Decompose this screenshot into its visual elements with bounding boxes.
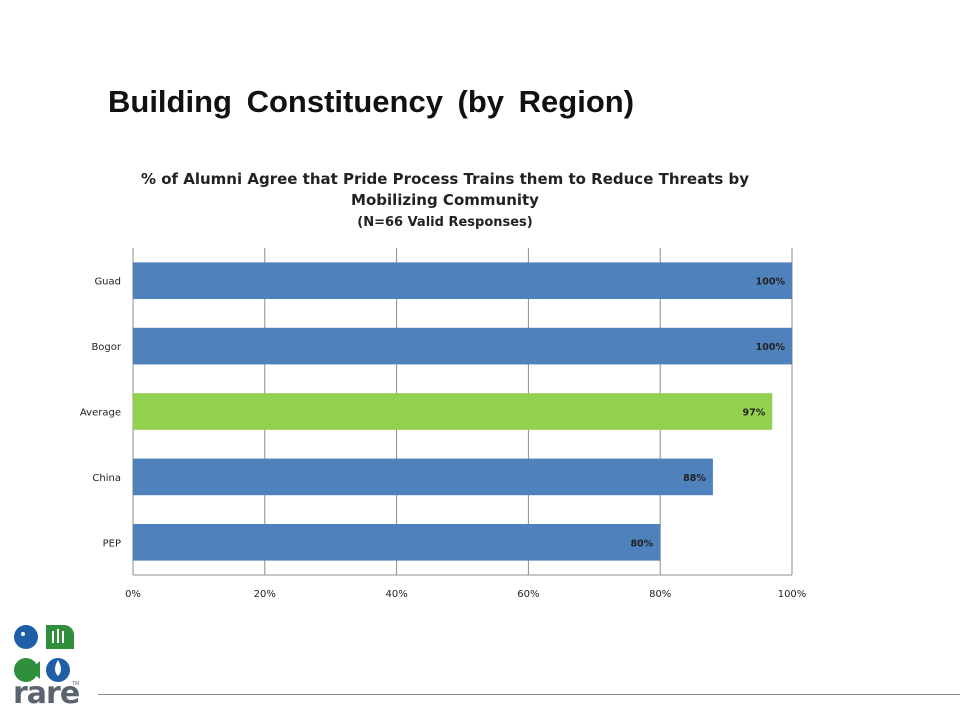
chart-subtitle: (N=66 Valid Responses) — [357, 215, 533, 230]
chart-title-line-2: Mobilizing Community — [351, 191, 539, 209]
bar-china — [133, 458, 713, 496]
x-tick-label: 60% — [517, 589, 539, 600]
category-label: Average — [80, 408, 121, 419]
category-label: China — [92, 473, 121, 484]
category-label: Bogor — [91, 342, 121, 353]
data-label: 100% — [756, 342, 786, 353]
chart-title-line-1: % of Alumni Agree that Pride Process Tra… — [141, 170, 749, 188]
x-tick-label: 20% — [254, 589, 276, 600]
x-tick-label: 80% — [649, 589, 671, 600]
bars — [133, 262, 792, 561]
labels: 0% 20% 40% 60% 80% 100% Guad 100% Bogor 100% Avera… — [80, 277, 806, 600]
category-label: Guad — [94, 277, 121, 288]
bar-bogor — [133, 327, 792, 365]
logo-trademark: TM — [72, 681, 80, 687]
data-label: 88% — [683, 473, 706, 484]
category-label: PEP — [103, 538, 121, 549]
x-tick-label: 100% — [778, 589, 807, 600]
data-label: 97% — [742, 408, 765, 419]
slide-title: Building Constituency (by Region) — [108, 84, 635, 119]
footer-divider — [98, 694, 960, 695]
logo-wordmark: rare — [13, 676, 80, 711]
bar-guad — [133, 262, 792, 300]
bar-average — [133, 393, 773, 430]
data-label: 80% — [630, 538, 653, 549]
data-label: 100% — [756, 277, 786, 288]
bar-pep — [133, 523, 661, 561]
x-tick-label: 0% — [125, 589, 141, 600]
x-tick-label: 40% — [385, 589, 407, 600]
rare-logo-icon — [14, 625, 81, 682]
